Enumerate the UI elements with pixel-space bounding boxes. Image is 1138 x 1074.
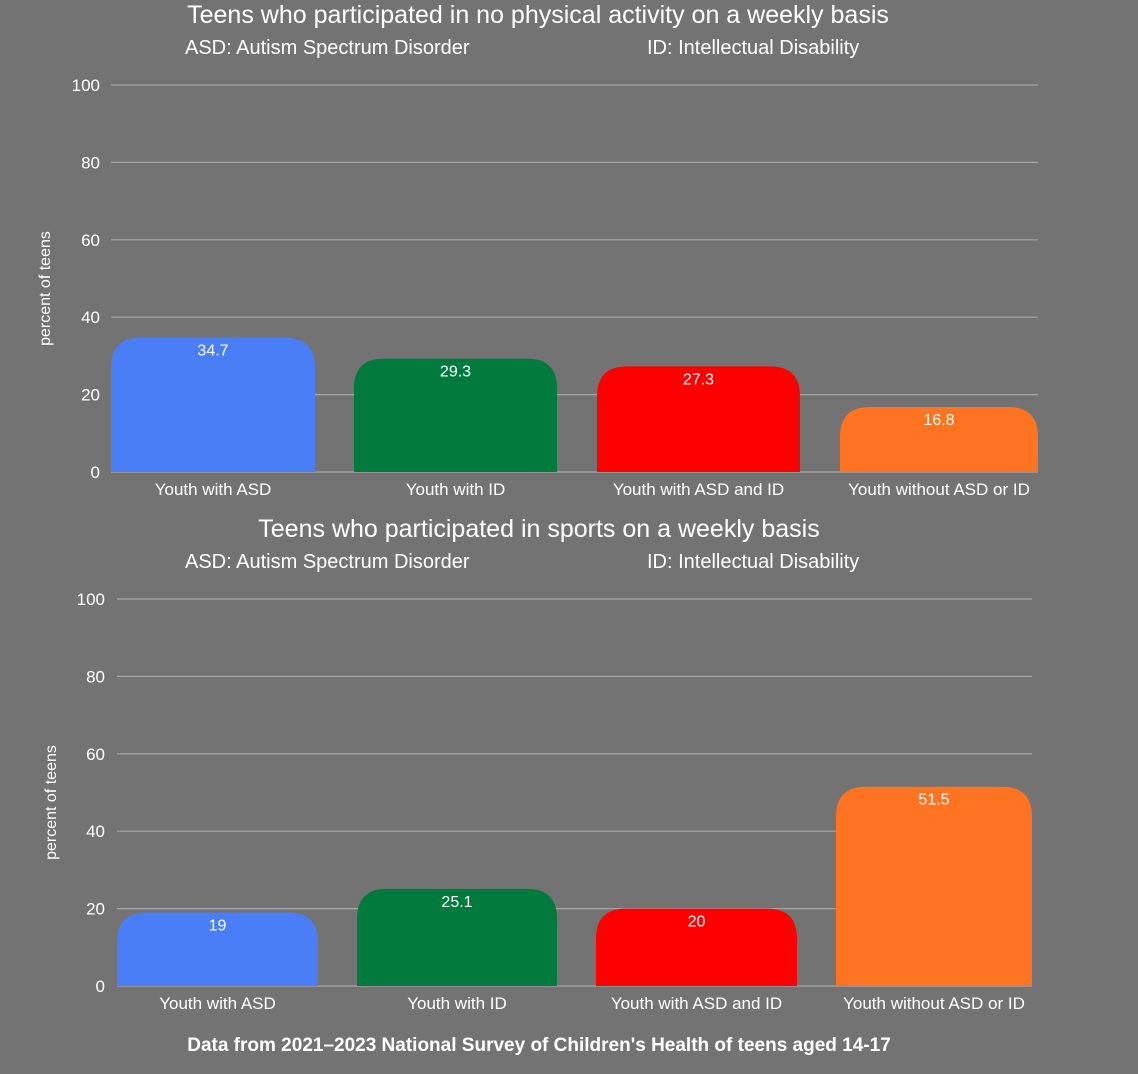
chart-1-bar — [840, 406, 1038, 472]
chart-2-data-label: 19 — [209, 917, 227, 934]
chart-2-y-tick-label: 80 — [86, 667, 105, 686]
chart-1-y-tick-label: 40 — [81, 308, 100, 327]
chart-1-category-label: Youth with ASD and ID — [613, 480, 784, 499]
chart-2-y-tick-label: 40 — [86, 822, 105, 841]
chart-2-bar — [596, 908, 797, 986]
chart-1-category-label: Youth with ASD — [155, 480, 272, 499]
chart-2-y-tick-label: 20 — [86, 900, 105, 919]
chart-1-bar — [354, 358, 557, 472]
chart-2-bar — [117, 912, 318, 986]
chart-2-asd-definition: ASD: Autism Spectrum Disorder — [185, 551, 470, 573]
chart-2-id-definition: ID: Intellectual Disability — [647, 551, 860, 573]
chart-1-title: Teens who participated in no physical ac… — [187, 1, 889, 29]
chart-2-category-label: Youth with ASD — [159, 994, 276, 1013]
chart-1-asd-definition: ASD: Autism Spectrum Disorder — [185, 37, 470, 59]
chart-1-bar — [111, 337, 315, 472]
chart-1-y-tick-label: 80 — [81, 153, 100, 172]
chart-1: 0 20 40 60 80 100 percent of teens 34.7 Youth wi… — [37, 76, 1038, 499]
chart-2-y-tick-label: 60 — [86, 745, 105, 764]
chart-1-data-label: 34.7 — [197, 343, 228, 360]
source-note: Data from 2021–2023 National Survey of C… — [187, 1035, 891, 1056]
chart-1-category-label: Youth with ID — [406, 480, 506, 499]
chart-1-data-label: 27.3 — [683, 371, 714, 388]
chart-2-bar — [836, 786, 1032, 986]
chart-2-category-label: Youth with ID — [407, 994, 507, 1013]
chart-2: 0 20 40 60 80 100 percent of teens 19 Youth with… — [43, 590, 1032, 1013]
chart-2-data-label: 20 — [688, 914, 706, 931]
chart-1-data-label: 29.3 — [440, 364, 471, 381]
chart-2-y-tick-label: 100 — [77, 590, 105, 609]
chart-1-bar — [597, 366, 800, 472]
chart-2-bar — [357, 888, 557, 986]
chart-2-category-label: Youth with ASD and ID — [611, 994, 782, 1013]
chart-1-y-tick-label: 60 — [81, 231, 100, 250]
chart-2-y-tick-label: 0 — [96, 977, 105, 996]
chart-1-data-label: 16.8 — [923, 412, 954, 429]
chart-2-title: Teens who participated in sports on a we… — [258, 515, 820, 543]
chart-1-category-label: Youth without ASD or ID — [848, 480, 1030, 499]
chart-2-data-label: 25.1 — [441, 894, 472, 911]
chart-2-data-label: 51.5 — [918, 792, 949, 809]
chart-1-y-tick-label: 20 — [81, 386, 100, 405]
chart-1-y-tick-label: 0 — [91, 463, 100, 482]
chart-2-y-axis-label: percent of teens — [43, 745, 60, 860]
chart-1-y-axis-label: percent of teens — [37, 231, 54, 346]
chart-1-id-definition: ID: Intellectual Disability — [647, 37, 860, 59]
chart-1-y-tick-label: 100 — [72, 76, 100, 95]
chart-2-category-label: Youth without ASD or ID — [843, 994, 1025, 1013]
